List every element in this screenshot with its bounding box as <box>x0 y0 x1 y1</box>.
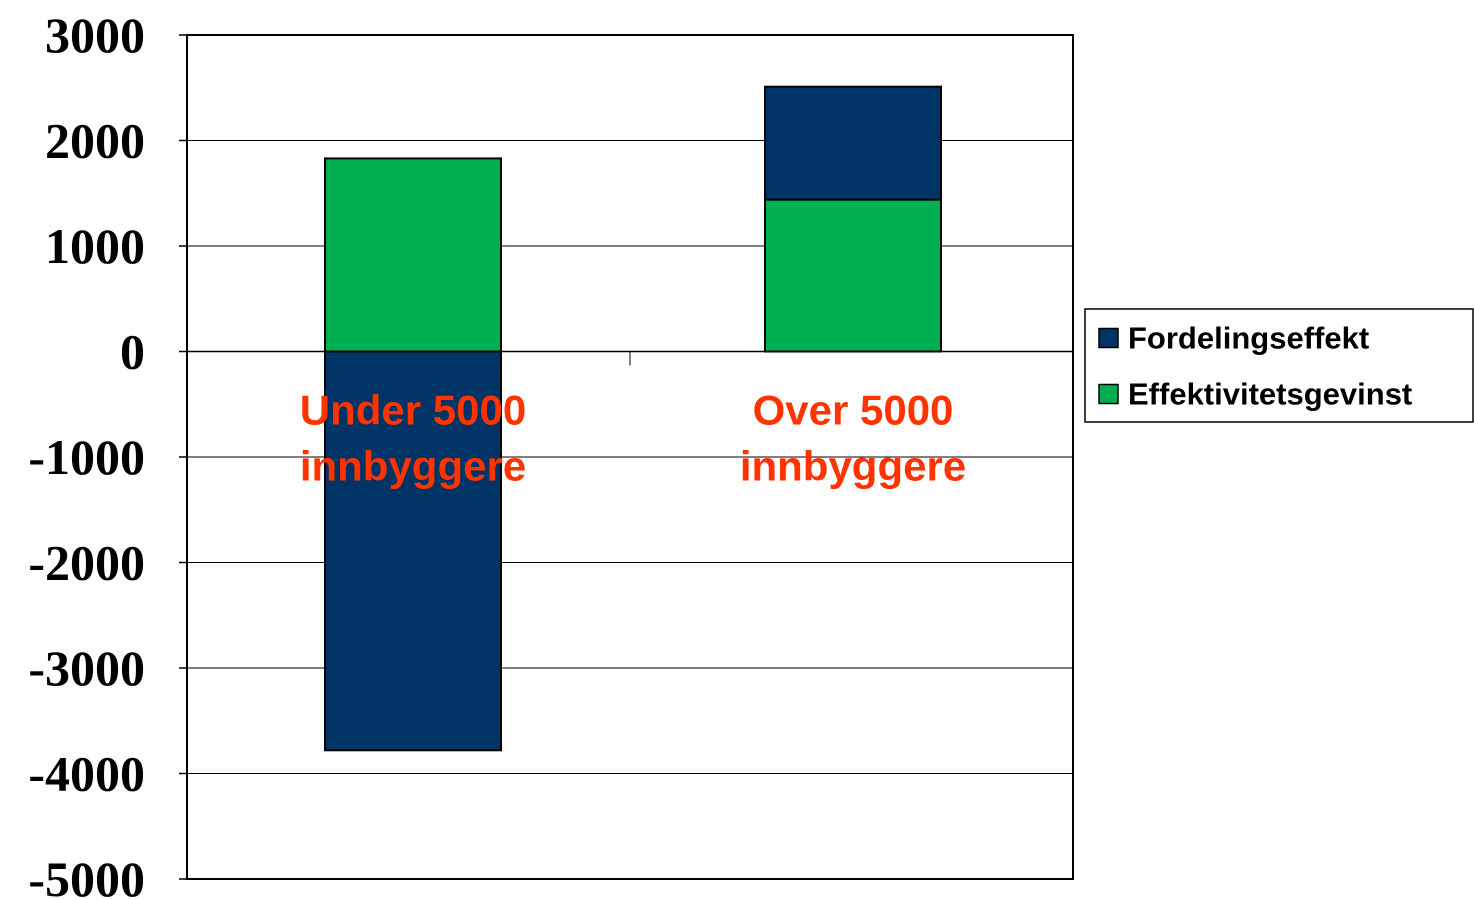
y-tick-label-3: 0 <box>120 324 145 380</box>
category-labels: Under 5000 innbyggere Over 5000 innbyggere <box>300 387 966 490</box>
legend-label-1: Effektivitetsgevinst <box>1128 377 1412 412</box>
y-tick-label-4: -1000 <box>28 429 145 485</box>
bar-effektivitetsgevinst-over-5000 <box>764 198 942 353</box>
bars <box>324 85 942 752</box>
legend: Fordelingseffekt Effektivitetsgevinst <box>1084 308 1474 423</box>
y-tick-label-0: 3000 <box>45 7 145 63</box>
legend-swatch-0 <box>1098 327 1119 349</box>
legend-label-0: Fordelingseffekt <box>1128 321 1369 356</box>
bar-effektivitetsgevinst-under-5000 <box>324 157 502 353</box>
bar-fordelingseffekt-over-5000 <box>764 85 942 201</box>
category-label-0-line-1: innbyggere <box>300 443 526 490</box>
y-tick-label-2: 1000 <box>45 218 145 274</box>
y-tick-label-7: -4000 <box>28 746 145 802</box>
category-label-1-line-1: innbyggere <box>740 443 966 490</box>
legend-swatch-1 <box>1098 383 1119 405</box>
y-tick-label-5: -2000 <box>28 535 145 591</box>
y-tick-label-8: -5000 <box>28 851 145 899</box>
y-tick-label-1: 2000 <box>45 113 145 169</box>
y-tick-label-6: -3000 <box>28 640 145 696</box>
bar-fordelingseffekt-under-5000 <box>324 350 502 752</box>
category-label-1-line-0: Over 5000 <box>753 387 954 434</box>
legend-box <box>1084 308 1474 423</box>
y-axis-ticks: 3000 2000 1000 0 -1000 -2000 -3000 -4000 -5000 <box>28 7 631 899</box>
category-label-0-line-0: Under 5000 <box>300 387 526 434</box>
